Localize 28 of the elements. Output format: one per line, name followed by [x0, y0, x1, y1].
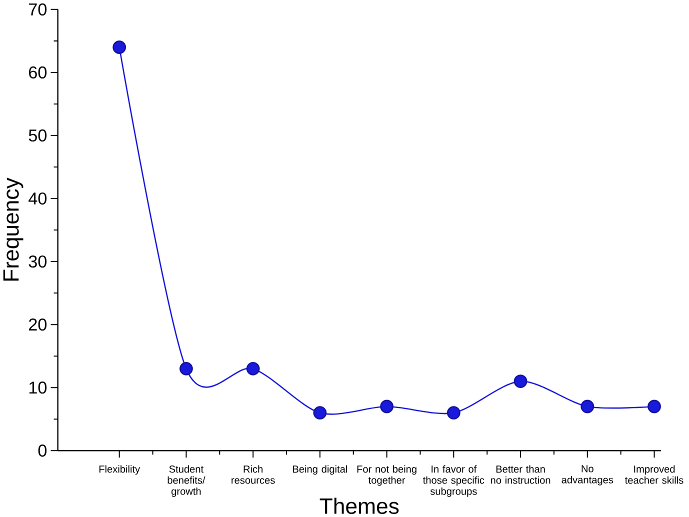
y-axis-title: Frequency	[3, 177, 24, 280]
x-tick-label: Better than no instruction	[490, 465, 550, 484]
y-tick-label: 30	[28, 255, 47, 268]
x-tick-label: Student benefits/ growth	[168, 465, 206, 497]
x-tick-label: Being digital	[293, 465, 347, 474]
point	[380, 400, 394, 414]
point	[246, 362, 260, 376]
x-tick-label: Rich resources	[232, 465, 275, 484]
point	[112, 40, 126, 54]
point	[648, 400, 661, 414]
x-tick-label: For not being together	[357, 465, 416, 486]
y-tick-label: 60	[29, 66, 47, 78]
x-tick-label: Improved teacher skills	[625, 465, 684, 484]
point	[514, 374, 528, 388]
x-tick-label: In favor of those specific subgroups	[423, 465, 484, 497]
point	[179, 362, 193, 376]
y-tick-label: 10	[29, 381, 47, 394]
y-tick-label: 20	[29, 318, 47, 330]
x-tick-label: Flexibility	[99, 465, 140, 474]
y-tick-label: 0	[38, 444, 47, 457]
y-tick-label: 70	[29, 3, 47, 16]
x-axis-title: Themes	[320, 498, 399, 514]
point	[580, 400, 594, 414]
point	[446, 406, 460, 420]
y-tick-label: 40	[28, 192, 47, 204]
y-tick-label: 50	[28, 129, 47, 142]
x-tick-label: No advantages	[562, 465, 614, 486]
point	[313, 406, 327, 420]
